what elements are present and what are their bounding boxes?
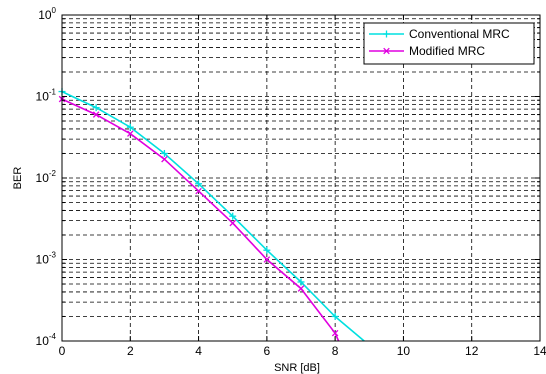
legend-label-conventional: Conventional MRC bbox=[409, 27, 510, 41]
data-point bbox=[92, 111, 100, 118]
x-axis-label: SNR [dB] bbox=[274, 362, 320, 374]
legend-marker-modified bbox=[383, 47, 390, 55]
x-tick-label: 0 bbox=[59, 344, 66, 358]
series-line bbox=[61, 90, 365, 342]
y-axis-label: BER bbox=[12, 167, 24, 190]
legend-label-modified: Modified MRC bbox=[409, 44, 485, 58]
x-tick-label: 12 bbox=[465, 344, 479, 358]
x-tick-label: 2 bbox=[127, 344, 134, 358]
data-point bbox=[161, 155, 168, 163]
series-1 bbox=[58, 95, 340, 342]
x-tick-label: 4 bbox=[195, 344, 202, 358]
x-tick-label: 10 bbox=[397, 344, 411, 358]
y-tick-label: 100 bbox=[38, 6, 56, 22]
y-tick-label: 10-4 bbox=[36, 332, 57, 348]
legend-marker-conventional bbox=[383, 30, 390, 38]
x-tick-label: 14 bbox=[533, 344, 546, 358]
y-tick-label: 10-2 bbox=[36, 169, 57, 185]
data-point bbox=[263, 256, 271, 263]
legend-box bbox=[363, 22, 535, 65]
series-line bbox=[61, 98, 340, 342]
series-layer bbox=[58, 88, 365, 342]
y-tick-labels: 10-4 10-3 10-2 10-1 100 bbox=[36, 6, 57, 348]
data-point bbox=[297, 285, 305, 292]
data-point bbox=[195, 187, 202, 195]
legend: Conventional MRC Modified MRC bbox=[363, 22, 535, 65]
data-point bbox=[331, 329, 339, 337]
x-tick-labels: 0 2 4 6 8 10 12 14 bbox=[59, 344, 546, 358]
grid-lines bbox=[62, 15, 540, 341]
data-point bbox=[127, 130, 134, 137]
tick-marks bbox=[61, 14, 541, 342]
x-tick-label: 8 bbox=[332, 344, 339, 358]
data-point bbox=[229, 219, 236, 227]
y-tick-label: 10-1 bbox=[36, 88, 57, 104]
y-tick-label: 10-3 bbox=[36, 251, 57, 267]
x-tick-label: 6 bbox=[264, 344, 271, 358]
legend-marker-glyph bbox=[383, 47, 390, 55]
